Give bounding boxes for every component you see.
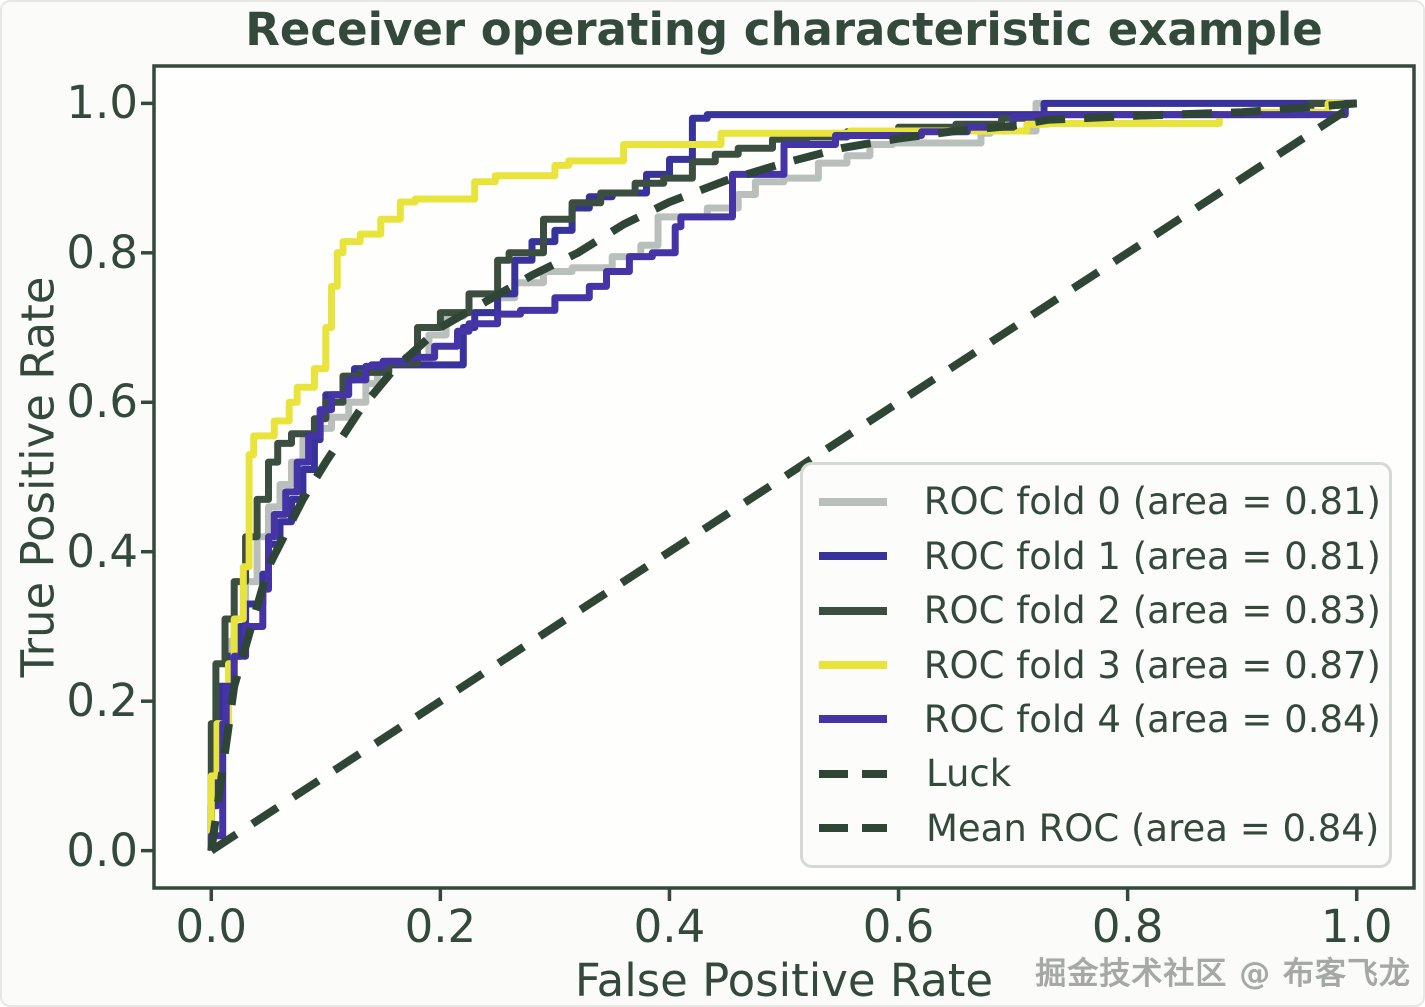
legend-item-label: ROC fold 4 (area = 0.84) xyxy=(923,697,1381,741)
y-tick-label: 0.6 xyxy=(66,375,138,429)
roc-curve-5 xyxy=(209,100,1359,854)
legend-item: ROC fold 3 (area = 0.87) xyxy=(817,644,1381,687)
y-tick-label: 1.0 xyxy=(66,76,138,130)
legend-swatch-line xyxy=(819,715,887,724)
x-axis-label: False Positive Rate xyxy=(574,954,994,1007)
legend-item: ROC fold 2 (area = 0.83) xyxy=(817,589,1381,632)
legend-swatch-line xyxy=(819,769,887,778)
y-tick-label: 0.4 xyxy=(66,524,138,578)
watermark: 掘金技术社区 @ 布客飞龙 xyxy=(1035,956,1411,992)
legend-item: ROC fold 1 (area = 0.81) xyxy=(817,535,1381,578)
legend-item-label: ROC fold 2 (area = 0.83) xyxy=(923,589,1381,633)
legend-item: Mean ROC (area = 0.84) xyxy=(817,807,1381,850)
x-tick-label: 0.6 xyxy=(862,900,935,953)
x-tick-label: 1.0 xyxy=(1320,900,1393,953)
y-tick-label: 0.8 xyxy=(66,225,138,279)
legend-swatch-line xyxy=(819,661,887,669)
legend-item-label: ROC fold 0 (area = 0.81) xyxy=(923,480,1381,524)
legend-item: Luck xyxy=(817,752,1381,795)
x-tick-label: 0.2 xyxy=(404,900,477,953)
legend-item-label: Mean ROC (area = 0.84) xyxy=(926,806,1380,850)
y-tick-label: 0.0 xyxy=(66,823,138,877)
legend-swatch-line xyxy=(819,824,887,833)
legend-item-label: ROC fold 3 (area = 0.87) xyxy=(923,643,1381,687)
x-tick-label: 0.8 xyxy=(1091,900,1164,953)
legend-swatch-line xyxy=(819,497,887,506)
x-tick-label: 0.0 xyxy=(175,900,248,953)
legend-swatch-line xyxy=(819,552,887,561)
roc-curve-4 xyxy=(207,99,1357,851)
legend-item-label: Luck xyxy=(926,752,1012,796)
legend-item: ROC fold 0 (area = 0.81) xyxy=(817,480,1381,523)
x-tick-label: 0.4 xyxy=(633,900,706,953)
chart-title: Receiver operating characteristic exampl… xyxy=(245,3,1323,56)
legend-item: ROC fold 4 (area = 0.84) xyxy=(817,698,1381,741)
roc-curve-6 xyxy=(207,99,1358,852)
legend-item-label: ROC fold 1 (area = 0.81) xyxy=(923,534,1381,578)
legend-swatch-line xyxy=(819,606,887,615)
y-axis-label: True Positive Rate xyxy=(11,276,65,678)
legend: ROC fold 0 (area = 0.81) ROC fold 1 (area… xyxy=(800,462,1392,868)
y-tick-label: 0.2 xyxy=(66,674,138,728)
